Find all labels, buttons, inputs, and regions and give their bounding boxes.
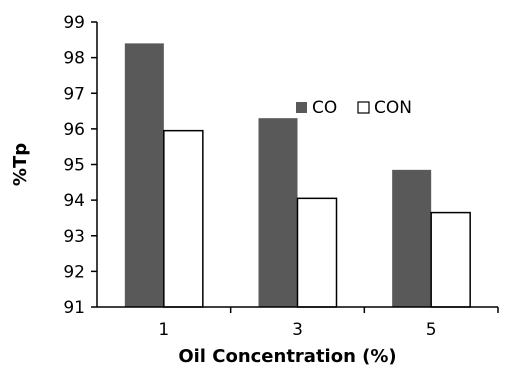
y-tick-label-99: 99 [63, 13, 85, 33]
bar-con-3 [296, 197, 338, 308]
y-tick-label-91: 91 [63, 298, 85, 318]
legend-label-co: CO [312, 98, 337, 118]
x-tick-label-1: 1 [158, 320, 169, 340]
y-tick-label-96: 96 [63, 120, 85, 140]
legend-swatch-co [296, 102, 307, 113]
legend: CO CON [296, 98, 412, 118]
bars-layer [124, 43, 471, 308]
bar-co-1 [124, 43, 164, 307]
y-tick-label-94: 94 [63, 191, 85, 211]
y-ticks: 91 92 93 94 95 96 97 98 99 [63, 13, 97, 318]
x-axis-title: Oil Concentration (%) [178, 346, 396, 367]
x-ticks: 1 3 5 [158, 307, 499, 340]
x-tick-label-5: 5 [426, 320, 437, 340]
bar-con-5 [430, 211, 471, 308]
y-tick-label-97: 97 [63, 84, 85, 104]
bar-co-3 [258, 118, 298, 307]
legend-label-con: CON [374, 98, 412, 118]
y-tick-label-98: 98 [63, 49, 85, 69]
y-tick-label-95: 95 [63, 156, 85, 176]
y-tick-label-92: 92 [63, 262, 85, 282]
x-tick-label-3: 3 [292, 320, 303, 340]
bar-con-1 [163, 129, 204, 308]
legend-swatch-con [357, 101, 370, 114]
y-axis-title: %Tp [10, 143, 31, 186]
y-tick-label-93: 93 [63, 227, 85, 247]
bar-co-5 [392, 169, 432, 307]
